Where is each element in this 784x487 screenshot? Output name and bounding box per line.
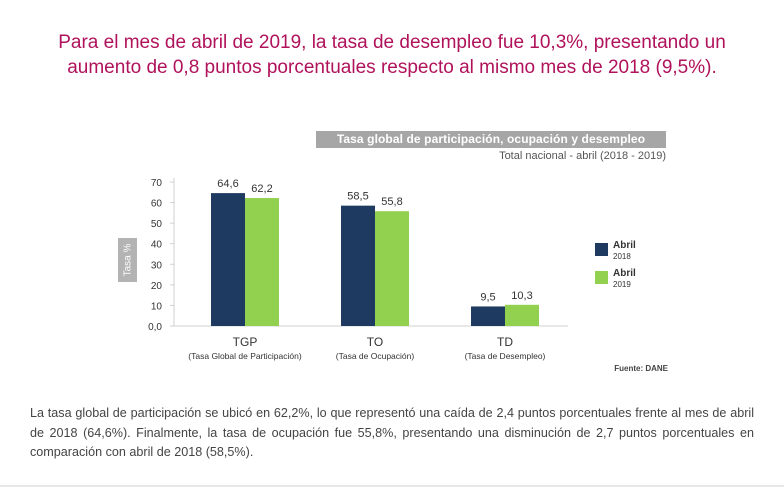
bar bbox=[211, 193, 245, 326]
bar bbox=[505, 304, 539, 326]
x-category-description: (Tasa Global de Participación) bbox=[188, 351, 302, 361]
data-label: 10,3 bbox=[511, 290, 532, 302]
x-category-label: TD bbox=[497, 335, 513, 349]
y-tick-label: 10 bbox=[151, 301, 163, 312]
legend-year-2018: 2018 bbox=[613, 252, 631, 261]
x-category-description: (Tasa de Desempleo) bbox=[465, 351, 546, 361]
y-tick-label: 40 bbox=[151, 240, 163, 251]
y-tick-label: 70 bbox=[151, 178, 163, 189]
y-tick-label: 0,0 bbox=[148, 322, 162, 333]
y-tick-label: 60 bbox=[151, 199, 163, 210]
y-tick-label: 20 bbox=[151, 281, 163, 292]
y-tick-label: 30 bbox=[151, 260, 163, 271]
bar bbox=[245, 198, 279, 326]
bar bbox=[375, 211, 409, 326]
bottom-divider bbox=[0, 485, 784, 487]
y-axis-label-box: Tasa % bbox=[118, 238, 137, 282]
data-label: 55,8 bbox=[381, 196, 402, 208]
bar bbox=[471, 306, 505, 326]
legend-label-2019: Abril bbox=[613, 268, 636, 279]
legend-year-2019: 2019 bbox=[613, 280, 631, 289]
chart-subtitle: Total nacional - abril (2018 - 2019) bbox=[499, 150, 666, 162]
data-label: 58,5 bbox=[347, 191, 368, 203]
legend-swatch-2018 bbox=[595, 243, 608, 256]
summary-paragraph: La tasa global de participación se ubicó… bbox=[30, 406, 754, 459]
data-label: 9,5 bbox=[480, 291, 495, 303]
x-category-label: TGP bbox=[233, 335, 258, 349]
bar bbox=[341, 205, 375, 326]
data-label: 62,2 bbox=[251, 183, 272, 195]
headline: Para el mes de abril de 2019, la tasa de… bbox=[58, 32, 726, 78]
y-tick-label: 50 bbox=[151, 219, 163, 230]
x-category-description: (Tasa de Ocupación) bbox=[336, 351, 415, 361]
legend-label-2018: Abril bbox=[613, 240, 636, 251]
legend-swatch-2019 bbox=[595, 271, 608, 284]
chart-title: Tasa global de participación, ocupación … bbox=[316, 131, 666, 148]
x-category-label: TO bbox=[367, 335, 383, 349]
chart-source: Fuente: DANE bbox=[614, 364, 668, 373]
data-label: 64,6 bbox=[217, 178, 238, 190]
